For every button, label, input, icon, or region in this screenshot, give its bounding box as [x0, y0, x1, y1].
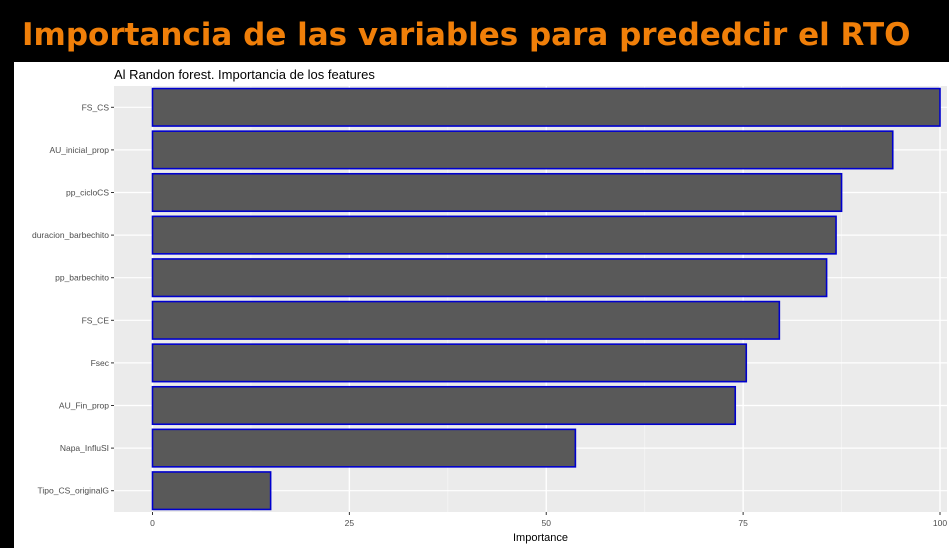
y-tick-label: pp_cicloCS: [66, 188, 109, 198]
slide-title: Importancia de las variables para preded…: [22, 17, 911, 53]
bar: [151, 130, 894, 170]
bar: [151, 428, 577, 468]
bar: [151, 300, 781, 340]
y-tick-label: AU_Fin_prop: [59, 401, 109, 411]
y-tick-label: AU_inicial_prop: [49, 145, 109, 155]
x-tick-label: 100: [933, 518, 947, 528]
x-tick-label: 25: [345, 518, 355, 528]
x-tick-label: 50: [542, 518, 552, 528]
y-tick-label: Fsec: [91, 358, 110, 368]
y-axis: FS_CS AU_inicial_prop pp_cicloCS duracion_b…: [32, 102, 114, 496]
y-tick-label: FS_CE: [82, 315, 110, 325]
y-tick-label: Napa_InfluSI: [60, 443, 109, 453]
y-tick-label: pp_barbechito: [55, 273, 109, 283]
bar: [151, 343, 748, 383]
y-tick-label: duracion_barbechito: [32, 230, 109, 240]
chart-title: Al Randon forest. Importancia de los fea…: [114, 67, 375, 82]
bar: [151, 258, 828, 298]
bar: [151, 87, 941, 127]
bars: [151, 87, 941, 511]
bar: [151, 385, 737, 426]
x-tick-label: 0: [150, 518, 155, 528]
bar: [151, 215, 837, 255]
y-tick-label: Tipo_CS_originalG: [38, 486, 110, 496]
x-tick-label: 75: [738, 518, 748, 528]
x-axis-title: Importance: [513, 532, 568, 544]
y-tick-label: FS_CS: [82, 102, 110, 112]
bar: [151, 172, 843, 213]
bar: [151, 471, 272, 511]
x-axis: 0 25 50 75 100: [150, 512, 947, 528]
